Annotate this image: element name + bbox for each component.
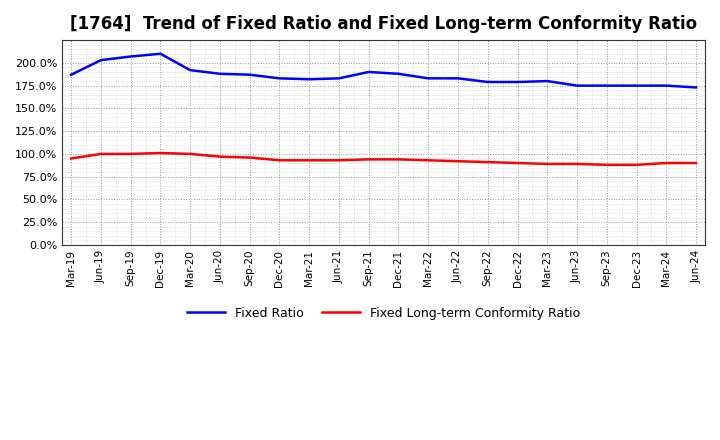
Fixed Ratio: [275, 76, 284, 81]
Fixed Ratio: [692, 85, 701, 90]
Fixed Long-term Conformity Ratio: [305, 158, 313, 163]
Fixed Long-term Conformity Ratio: [424, 158, 433, 163]
Legend: Fixed Ratio, Fixed Long-term Conformity Ratio: Fixed Ratio, Fixed Long-term Conformity …: [182, 302, 585, 325]
Fixed Long-term Conformity Ratio: [246, 155, 254, 160]
Fixed Ratio: [156, 51, 165, 56]
Line: Fixed Ratio: Fixed Ratio: [71, 54, 696, 88]
Fixed Ratio: [632, 83, 641, 88]
Fixed Ratio: [572, 83, 581, 88]
Fixed Ratio: [126, 54, 135, 59]
Fixed Ratio: [186, 67, 194, 73]
Fixed Ratio: [454, 76, 462, 81]
Fixed Ratio: [67, 72, 76, 77]
Fixed Long-term Conformity Ratio: [96, 151, 105, 157]
Fixed Long-term Conformity Ratio: [156, 150, 165, 156]
Fixed Long-term Conformity Ratio: [543, 161, 552, 167]
Fixed Ratio: [215, 71, 224, 77]
Title: [1764]  Trend of Fixed Ratio and Fixed Long-term Conformity Ratio: [1764] Trend of Fixed Ratio and Fixed Lo…: [70, 15, 697, 33]
Fixed Ratio: [335, 76, 343, 81]
Fixed Long-term Conformity Ratio: [513, 160, 522, 165]
Fixed Long-term Conformity Ratio: [603, 162, 611, 168]
Fixed Ratio: [394, 71, 402, 77]
Fixed Ratio: [246, 72, 254, 77]
Fixed Long-term Conformity Ratio: [483, 159, 492, 165]
Fixed Long-term Conformity Ratio: [364, 157, 373, 162]
Fixed Long-term Conformity Ratio: [394, 157, 402, 162]
Line: Fixed Long-term Conformity Ratio: Fixed Long-term Conformity Ratio: [71, 153, 696, 165]
Fixed Long-term Conformity Ratio: [67, 156, 76, 161]
Fixed Long-term Conformity Ratio: [186, 151, 194, 157]
Fixed Long-term Conformity Ratio: [454, 158, 462, 164]
Fixed Ratio: [543, 78, 552, 84]
Fixed Long-term Conformity Ratio: [126, 151, 135, 157]
Fixed Long-term Conformity Ratio: [335, 158, 343, 163]
Fixed Ratio: [483, 79, 492, 84]
Fixed Long-term Conformity Ratio: [692, 160, 701, 165]
Fixed Ratio: [603, 83, 611, 88]
Fixed Ratio: [96, 58, 105, 63]
Fixed Long-term Conformity Ratio: [572, 161, 581, 167]
Fixed Ratio: [364, 70, 373, 75]
Fixed Long-term Conformity Ratio: [662, 160, 670, 165]
Fixed Long-term Conformity Ratio: [215, 154, 224, 159]
Fixed Ratio: [424, 76, 433, 81]
Fixed Ratio: [513, 79, 522, 84]
Fixed Long-term Conformity Ratio: [275, 158, 284, 163]
Fixed Ratio: [662, 83, 670, 88]
Fixed Long-term Conformity Ratio: [632, 162, 641, 168]
Fixed Ratio: [305, 77, 313, 82]
